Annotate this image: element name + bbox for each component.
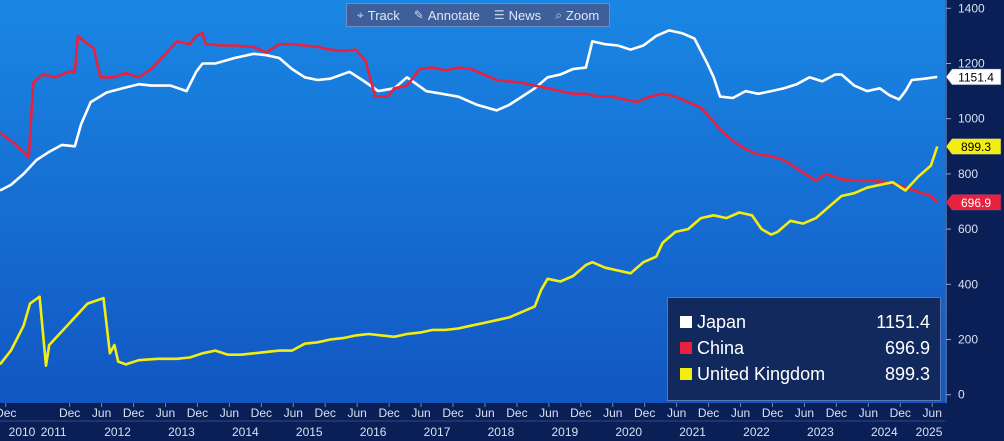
x-tick-label: Dec [59,406,80,420]
last-value-label-china: 696.9 [961,196,991,210]
y-tick-label: 1400 [958,1,985,15]
last-value-tag-china [945,194,1002,211]
y-tick-label: 800 [958,167,978,181]
y-tick-label: 200 [958,333,978,347]
legend-item-china: China 696.9 [680,335,930,361]
annotate-button[interactable]: ✎ Annotate [410,8,484,23]
x-tick-label: Jun [220,406,239,420]
x-year-label: 2022 [743,425,770,439]
legend-swatch-china [680,342,692,354]
y-tick-label: 600 [958,222,978,236]
x-year-label: 2016 [360,425,387,439]
legend-value: 696.9 [884,337,930,358]
x-tick-label: Jun [603,406,622,420]
y-axis: 0 200 400 600 800 1000 1200 1400 [945,0,985,403]
x-tick-label: Jun [731,406,750,420]
news-button[interactable]: ☰ News [490,8,545,23]
x-year-label: 2025 [916,425,943,439]
series-line-japan [0,29,938,192]
last-value-label-japan: 1151.4 [958,70,994,84]
last-value-tag-united-kingdom [945,138,1002,155]
pencil-icon: ✎ [413,8,424,22]
y-tick-label: 1000 [958,112,985,126]
x-tick-label: Jun [411,406,430,420]
x-tick-label: Dec [187,406,208,420]
track-button[interactable]: ⌖ Track [353,8,404,23]
x-tick-label: Dec [634,406,655,420]
annotate-label: Annotate [427,7,480,23]
zoom-label: Zoom [565,7,600,23]
x-year-label: 2021 [679,425,706,439]
x-tick-label: Jun [156,406,175,420]
legend-item-japan: Japan 1151.4 [680,309,930,335]
legend-item-united-kingdom: United Kingdom 899.3 [680,361,930,387]
last-value-label-united-kingdom: 899.3 [961,140,991,154]
x-tick-label: Dec [123,406,144,420]
x-tick-label: Dec [698,406,719,420]
x-tick-label: Dec [251,406,272,420]
x-tick-label: Dec [570,406,591,420]
x-tick-label: Jun [859,406,878,420]
x-axis: Dec Dec Jun Dec Jun Dec Jun Dec Jun Dec Jun Dec Jun D… [0,403,943,439]
x-year-label: 2018 [488,425,515,439]
legend-name: Japan [697,311,747,332]
x-tick-label: Jun [347,406,366,420]
x-year-label: 2014 [232,425,259,439]
x-year-label: 2015 [296,425,323,439]
x-tick-label: Jun [92,406,111,420]
x-tick-label: Dec [506,406,527,420]
y-tick-label: 0 [958,388,965,402]
x-year-label: 2010 [9,425,36,439]
x-tick-label: Dec [442,406,463,420]
x-tick-label: Jun [539,406,558,420]
x-tick-label: Dec [378,406,399,420]
x-tick-label: Jun [475,406,494,420]
x-tick-label: Jun [923,406,942,420]
legend-name: China [697,337,745,358]
x-year-label: 2023 [807,425,834,439]
legend: Japan 1151.4 China 696.9 United Kingdom … [667,297,941,401]
magnifier-icon: ⌕ [555,7,562,22]
x-tick-label: Dec [826,406,847,420]
chart-toolbar: ⌖ Track ✎ Annotate ☰ News ⌕ Zoom [346,3,611,27]
x-year-label: 2024 [871,425,898,439]
x-year-label: 2011 [41,425,67,439]
x-year-label: 2012 [104,425,131,439]
x-year-label: 2017 [424,425,451,439]
x-tick-label: Dec [762,406,783,420]
track-label: Track [367,7,400,23]
news-icon: ☰ [493,8,505,22]
series-layer [0,29,939,367]
last-value-labels: 1151.4 696.9 899.3 [945,68,1002,211]
series-line-china [0,31,939,204]
x-tick-label: Jun [667,406,686,420]
legend-value: 899.3 [884,363,930,384]
legend-name: United Kingdom [697,363,826,384]
legend-value: 1151.4 [876,311,930,332]
news-label: News [508,7,542,23]
legend-swatch-japan [680,316,692,328]
x-axis-panel [0,403,1004,441]
zoom-button[interactable]: ⌕ Zoom [551,8,603,23]
x-tick-label: Dec [315,406,336,420]
x-tick-label: Dec [0,406,16,420]
y-tick-label: 1200 [958,56,985,70]
x-tick-label: Dec [890,406,911,420]
x-year-label: 2019 [551,425,578,439]
series-line-united-kingdom [0,146,939,367]
crosshair-icon: ⌖ [357,7,364,22]
x-tick-label: Jun [284,406,303,420]
last-value-tag-japan [945,68,1002,86]
x-year-label: 2013 [168,425,195,439]
x-year-label: 2020 [615,425,642,439]
x-tick-label: Jun [795,406,814,420]
y-tick-label: 400 [958,277,978,291]
legend-swatch-united-kingdom [680,368,692,380]
